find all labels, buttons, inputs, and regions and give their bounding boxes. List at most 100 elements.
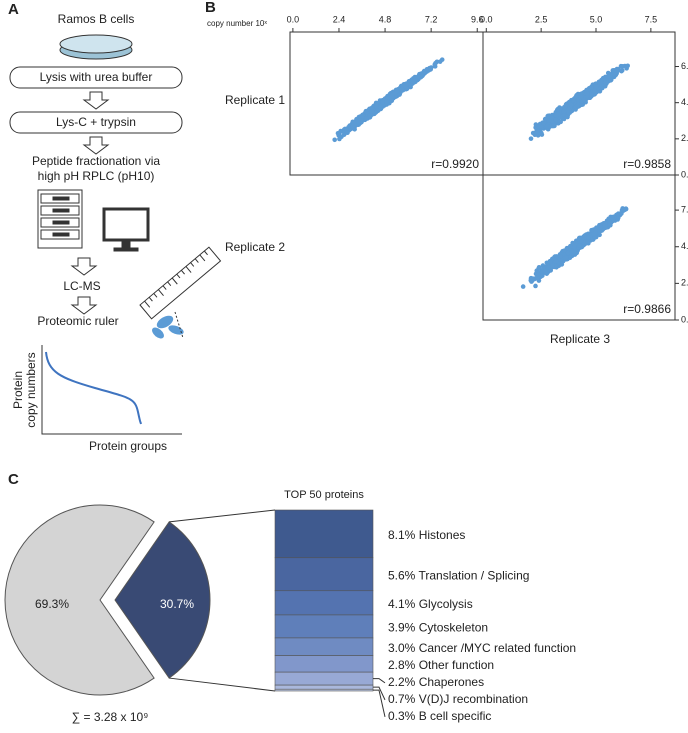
panel-label: C [8, 471, 19, 488]
protein-icon [152, 315, 184, 339]
ruler-icon [139, 246, 222, 320]
scatter-point [561, 109, 566, 114]
scatter-point [360, 112, 365, 118]
scatter-point [571, 249, 577, 254]
scatter-point [380, 100, 385, 105]
scatter-point [615, 215, 621, 221]
scatter-cloud [520, 206, 629, 289]
plot-frame [482, 174, 676, 321]
bar-category: B cell specific [419, 709, 492, 723]
scatter-point [546, 265, 551, 270]
bar-label: 5.6% Translation / Splicing [388, 568, 529, 582]
bar-value-label: 4.1% [388, 597, 416, 611]
petri-dish [59, 34, 133, 60]
y-tick-label: 0.0 [681, 169, 688, 179]
x-tick-label: 7.5 [645, 14, 658, 24]
bar-segment [274, 684, 374, 690]
r-value: r=0.9920 [431, 157, 479, 171]
scatter-point [589, 92, 594, 98]
y-tick-label: 2.2 [681, 133, 688, 143]
ruler-plot [41, 345, 182, 435]
panel-label: B [205, 0, 216, 16]
bar-category: Translation / Splicing [418, 568, 529, 582]
bar-category: Cytoskeleton [419, 621, 488, 635]
scatter-point [543, 268, 548, 274]
scatter-point [546, 118, 552, 123]
step-text: Proteomic ruler [37, 314, 118, 328]
axis-label: Protein groups [89, 439, 167, 453]
scatter-point [410, 80, 416, 86]
bar-label: 4.1% Glycolysis [388, 597, 473, 611]
scatter-point [553, 117, 559, 122]
scatter-cloud [332, 57, 445, 143]
bar-segment [274, 671, 374, 686]
bar-segment [274, 688, 374, 692]
scatter-point [377, 105, 383, 110]
scatter-point [612, 72, 618, 77]
scatter-point [598, 225, 604, 230]
scatter-point [356, 119, 361, 125]
replicate-label: Replicate 1 [225, 93, 285, 107]
scatter-point [369, 109, 375, 114]
bar-segment [274, 637, 374, 656]
axis-label: Protein [11, 371, 25, 409]
scatter-point [571, 242, 577, 248]
monitor-icon [102, 207, 150, 252]
scatter-point [562, 104, 568, 109]
scatter-point [611, 68, 617, 73]
step-text: Lysis with urea buffer [40, 70, 153, 84]
y-tick-label: 2.4 [681, 278, 688, 288]
scatter-point [610, 217, 616, 222]
scatter-point [559, 262, 565, 267]
scatter-point [389, 94, 395, 99]
step-text: LC-MS [63, 279, 100, 293]
scatter-point [424, 67, 430, 72]
zoom-line [169, 509, 276, 523]
arrow [82, 91, 110, 110]
scatter-point [530, 276, 535, 281]
ruler-guide [174, 311, 184, 339]
scatter-point [433, 60, 438, 66]
scatter-point [608, 77, 614, 83]
bar-label: 0.3% B cell specific [388, 709, 491, 723]
bar-label: 8.1% Histones [388, 528, 465, 542]
pie-label: 30.7% [160, 597, 194, 611]
bar-value-label: 0.7% [388, 692, 416, 706]
scatter-point [403, 83, 408, 89]
scatter-point [332, 137, 337, 143]
scatter-point [535, 271, 541, 277]
scatter-point [533, 283, 538, 289]
bar-label: 0.7% V(D)J recombination [388, 692, 528, 706]
x-tick-label: 9.6 [471, 14, 484, 24]
pie-note: ∑ = 3.28 x 10⁹ [72, 710, 149, 724]
y-tick-label: 0.0 [681, 314, 688, 324]
bar-value-label: 0.3% [388, 709, 416, 723]
scatter-point [581, 97, 587, 103]
bar-segment [274, 590, 374, 616]
scatter-point [539, 130, 544, 136]
bar-segment [274, 509, 374, 559]
scatter-point [338, 128, 343, 134]
scatter-point [607, 222, 612, 228]
bar-segment [274, 614, 374, 639]
bar-label: 3.9% Cytoskeleton [388, 621, 488, 635]
scatter-point [603, 79, 608, 85]
y-tick-label: 7.2 [681, 204, 688, 214]
axis-note: copy number 10ˣ [207, 19, 267, 28]
x-tick-label: 7.2 [425, 14, 438, 24]
leader-line [373, 686, 386, 701]
scatter-point [549, 115, 555, 120]
r-value: r=0.9866 [623, 302, 671, 316]
bar-value-label: 5.6% [388, 568, 416, 582]
scatter-point [619, 68, 625, 73]
bar-category: V(D)J recombination [419, 692, 528, 706]
pie-slice [4, 504, 155, 696]
scatter-point [589, 227, 594, 233]
scatter-point [593, 84, 599, 90]
r-value: r=0.9858 [623, 157, 671, 171]
scatter-point [350, 123, 356, 129]
scatter-point [602, 223, 607, 228]
scatter-point [585, 235, 591, 240]
x-tick-label: 2.4 [333, 14, 346, 24]
bar-value-label: 2.2% [388, 675, 416, 689]
